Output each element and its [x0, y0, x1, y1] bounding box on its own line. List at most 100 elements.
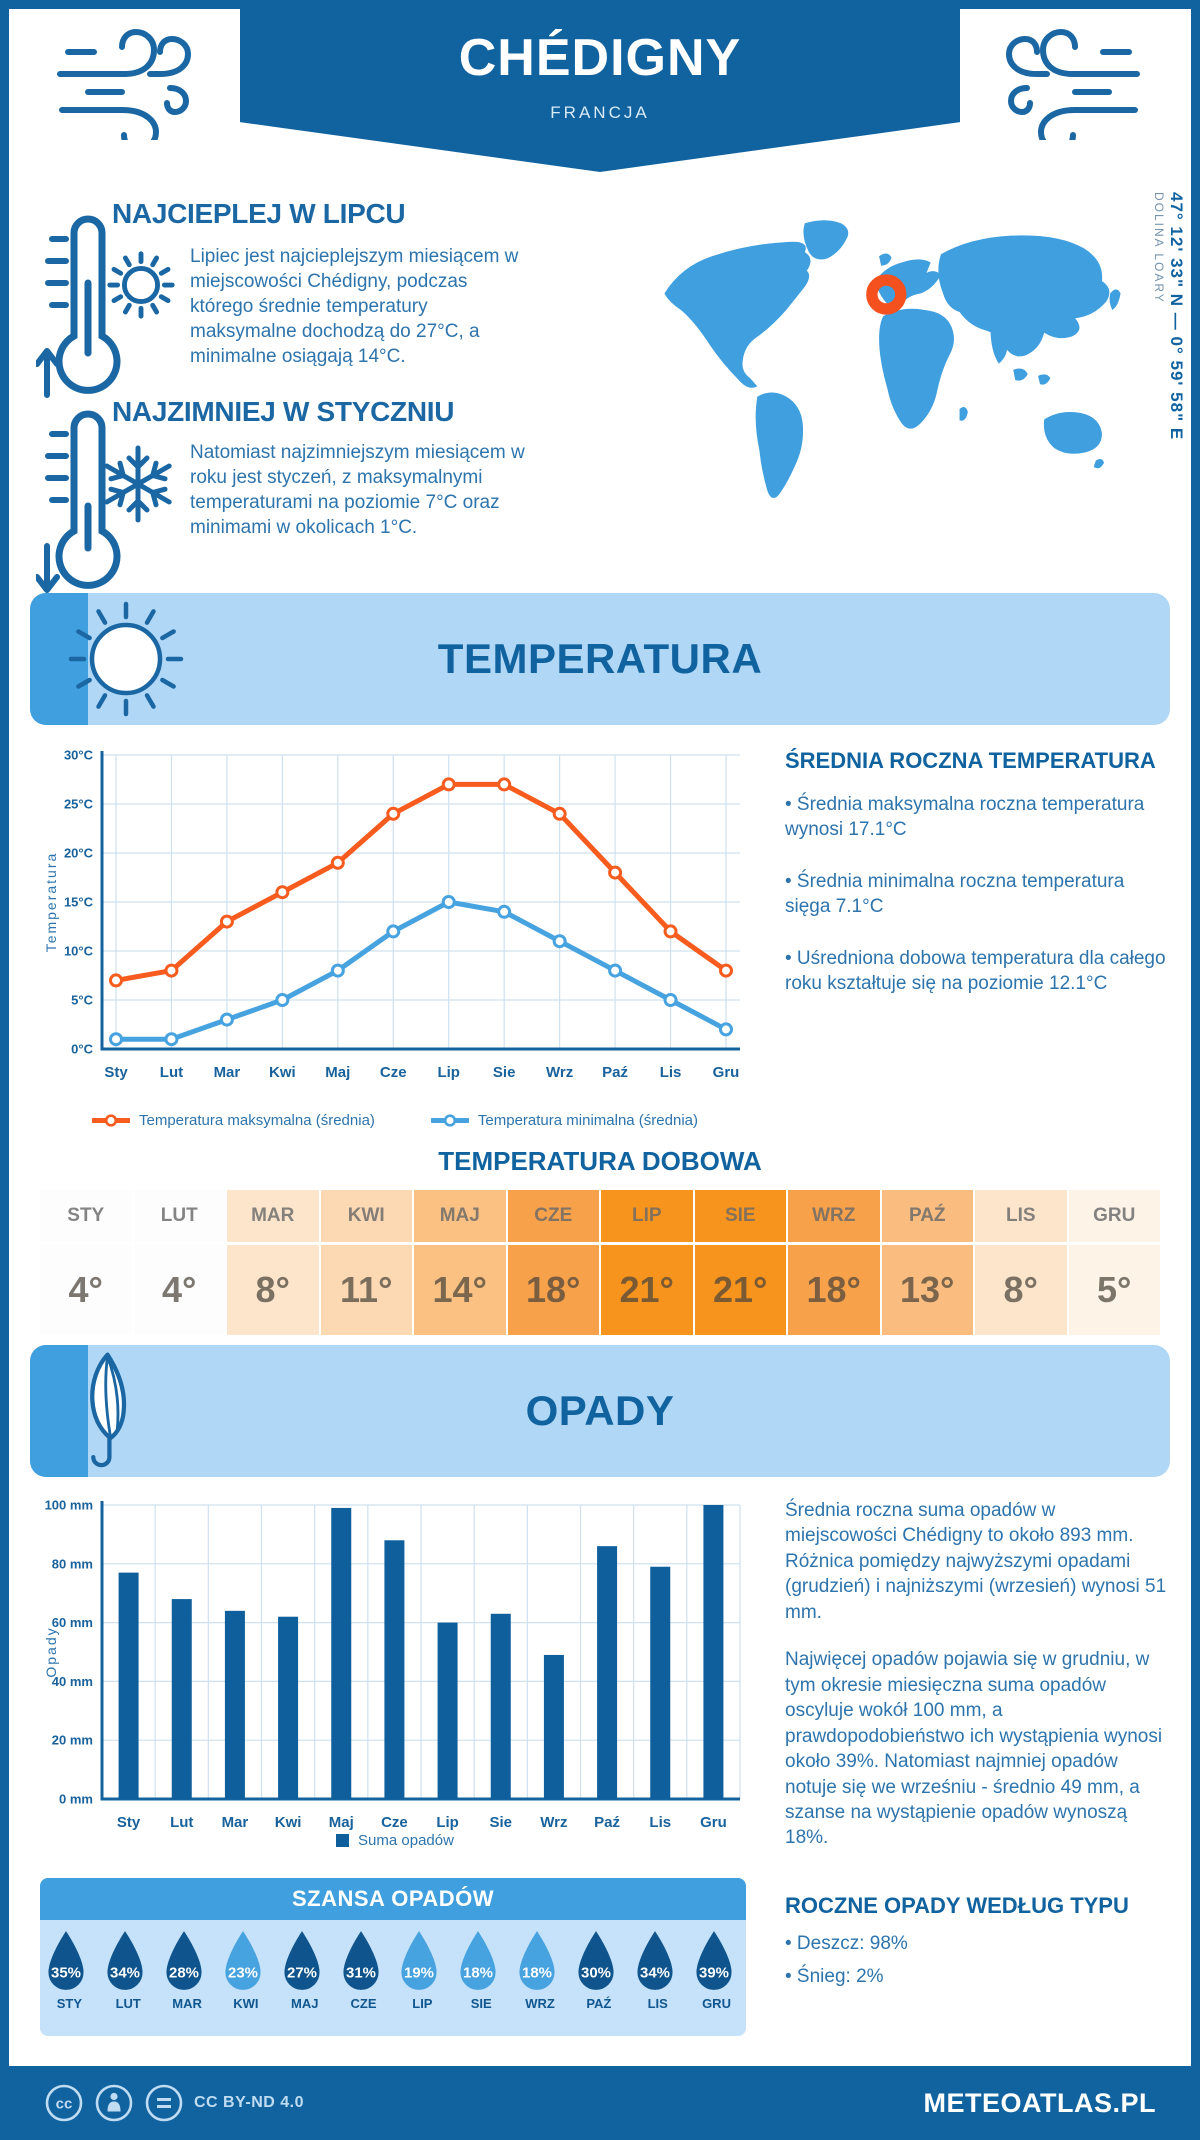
legend-label: Suma opadów [358, 1832, 454, 1849]
svg-text:Mar: Mar [214, 1064, 241, 1081]
highlight-warm-title: NAJCIEPLEJ W LIPCU [112, 198, 406, 229]
daily-cell-value: 13° [881, 1242, 973, 1335]
daily-cell-month: WRZ [812, 1205, 856, 1226]
daily-cell-value: 21° [694, 1242, 786, 1335]
precipitation-banner-strip [30, 1345, 88, 1477]
legend-item: Temperatura maksymalna (średnia) [91, 1112, 375, 1129]
license-icons: cc [44, 2083, 184, 2123]
svg-text:10°C: 10°C [64, 944, 94, 959]
svg-text:Cze: Cze [381, 1814, 408, 1831]
svg-text:40 mm: 40 mm [52, 1674, 93, 1689]
temperature-bullet: • Uśredniona dobowa temperatura dla całe… [785, 947, 1166, 995]
chance-drop-cell: 34% LUT [102, 1929, 154, 2011]
svg-text:30°C: 30°C [64, 748, 94, 763]
daily-cell-value: 21° [601, 1242, 693, 1335]
chance-month-label: CZE [350, 1996, 377, 2011]
chance-month-label: LIS [647, 1996, 668, 2011]
svg-text:Temperatura: Temperatura [43, 852, 59, 953]
chance-month-label: LUT [115, 1996, 141, 2011]
daily-cell-month: GRU [1093, 1205, 1136, 1226]
daily-temperature-table: STY 4° LUT 4° MAR 8° KWI 11° MAJ 14° CZE 18° LIP 21° S… [40, 1190, 1160, 1335]
svg-text:Maj: Maj [325, 1064, 350, 1081]
daily-cell-value: 8° [975, 1242, 1067, 1335]
temperature-summary: ŚREDNIA ROCZNA TEMPERATURA • Średnia mak… [785, 748, 1167, 1023]
svg-text:Sty: Sty [104, 1064, 128, 1081]
temperature-line-chart: 0°C 5°C 10°C 15°C 20°C 25°C 30°C Sty Lut Mar Kwi Ma… [43, 748, 740, 1081]
daily-cell-month: MAJ [439, 1205, 480, 1226]
svg-text:19%: 19% [404, 1965, 434, 1982]
chance-month-label: SIE [470, 1996, 492, 2011]
svg-text:Sie: Sie [489, 1814, 512, 1831]
precipitation-bar-chart: 0 mm 20 mm 40 mm 60 mm 80 mm 100 mm Sty Lut Mar K… [43, 1498, 741, 1831]
svg-text:Gru: Gru [700, 1814, 727, 1831]
daily-cell-month: MAR [251, 1205, 295, 1226]
daily-cell: LUT 4° [133, 1190, 225, 1335]
svg-text:28%: 28% [169, 1965, 199, 1982]
precipitation-type-rain: • Deszcz: 98% [785, 1933, 908, 1954]
highlight-warm-text: Lipiec jest najcieplejszym miesiącem w m… [190, 246, 519, 368]
svg-text:31%: 31% [346, 1965, 376, 1982]
precipitation-paragraph: Najwięcej opadów pojawia się w grudniu, … [785, 1649, 1163, 1849]
svg-text:Sty: Sty [117, 1814, 141, 1831]
daily-cell-value: 5° [1068, 1242, 1160, 1335]
svg-text:Opady: Opady [43, 1626, 59, 1677]
daily-cell: LIS 8° [975, 1190, 1067, 1335]
cc-icon: cc [45, 2084, 83, 2122]
daily-cell-value: 14° [414, 1242, 506, 1335]
page-title: CHÉDIGNY [458, 29, 742, 87]
svg-text:Gru: Gru [713, 1064, 740, 1081]
svg-text:Sie: Sie [493, 1064, 516, 1081]
highlight-cold-text: Natomiast najzimniejszym miesiącem w rok… [190, 442, 525, 539]
svg-text:0 mm: 0 mm [59, 1792, 93, 1807]
world-map [664, 220, 1121, 499]
water-drop-icon: 35% [48, 1931, 84, 1990]
svg-text:80 mm: 80 mm [52, 1556, 93, 1571]
daily-cell: MAR 8° [227, 1190, 319, 1335]
chance-month-label: STY [56, 1996, 83, 2011]
svg-text:39%: 39% [699, 1965, 729, 1982]
daily-cell-value: 4° [40, 1242, 132, 1335]
daily-cell: CZE 18° [507, 1190, 599, 1335]
precipitation-banner-title: OPADY [525, 1387, 675, 1434]
svg-text:15°C: 15°C [64, 895, 94, 910]
temperature-bullet: • Średnia maksymalna roczna temperatura … [785, 794, 1145, 841]
chance-month-label: MAJ [290, 1996, 319, 2011]
daily-cell-month: LIS [1005, 1205, 1036, 1226]
chance-month-label: LIP [412, 1996, 433, 2011]
header-banner: CHÉDIGNY FRANCJA [240, 0, 960, 172]
chance-drop-cell: 27% MAJ [279, 1929, 331, 2011]
svg-text:Kwi: Kwi [269, 1064, 296, 1081]
bar-series-0 [118, 1505, 724, 1799]
daily-cell-value: 4° [133, 1242, 225, 1335]
wind-icon-left [57, 28, 192, 140]
chance-month-label: MAR [172, 1996, 202, 2011]
svg-text:Kwi: Kwi [275, 1814, 302, 1831]
water-drop-icon: 27% [284, 1931, 320, 1990]
temperature-legend: Temperatura maksymalna (średnia) Temperat… [40, 1112, 750, 1129]
svg-text:Lip: Lip [436, 1814, 459, 1831]
water-drop-icon: 34% [107, 1931, 143, 1990]
legend-label: Temperatura maksymalna (średnia) [138, 1112, 375, 1129]
svg-text:5°C: 5°C [71, 993, 93, 1008]
daily-cell: STY 4° [40, 1190, 132, 1335]
precipitation-type-snow: • Śnieg: 2% [785, 1966, 884, 1988]
svg-text:34%: 34% [640, 1965, 670, 1982]
svg-text:Lip: Lip [437, 1064, 460, 1081]
svg-text:Lut: Lut [170, 1814, 193, 1831]
water-drop-icon: 34% [637, 1931, 673, 1990]
precipitation-banner: OPADY [30, 1345, 1170, 1477]
svg-text:Paź: Paź [602, 1064, 628, 1081]
svg-text:Lis: Lis [660, 1064, 682, 1081]
cc-nd-icon [145, 2084, 183, 2122]
svg-text:20°C: 20°C [64, 846, 94, 861]
svg-text:20 mm: 20 mm [52, 1733, 93, 1748]
chance-drop-cell: 31% CZE [338, 1929, 390, 2011]
svg-text:cc: cc [56, 2096, 73, 2113]
daily-cell-value: 18° [788, 1242, 880, 1335]
svg-text:30%: 30% [581, 1965, 611, 1982]
chance-month-label: WRZ [525, 1996, 555, 2011]
svg-text:Cze: Cze [380, 1064, 407, 1081]
svg-text:27%: 27% [287, 1965, 317, 1982]
thermometer-up-icon [36, 215, 121, 398]
precipitation-types: ROCZNE OPADY WEDŁUG TYPU • Deszcz: 98% •… [785, 1893, 1167, 2012]
